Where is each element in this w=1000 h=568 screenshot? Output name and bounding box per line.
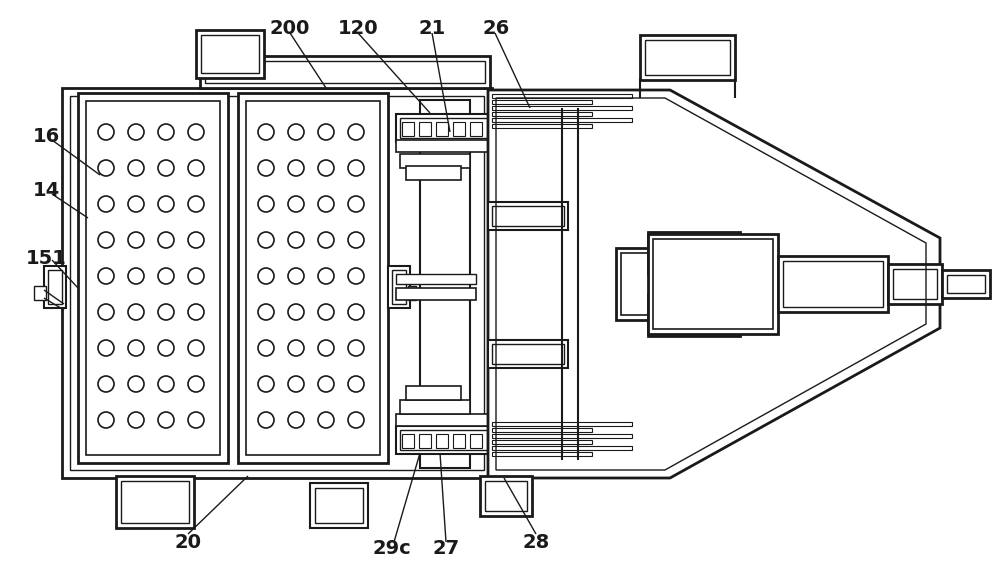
Text: 16: 16 [32,127,60,145]
Bar [648,232,740,274]
Bar [470,122,482,136]
Bar [436,434,448,448]
Bar [402,434,414,448]
Bar [492,118,632,122]
Bar [487,122,499,136]
Bar [616,248,746,320]
Bar [492,452,592,456]
Bar [492,100,592,104]
Bar [492,344,564,364]
Bar [419,122,431,136]
Bar [888,264,942,304]
Bar [538,122,550,136]
Bar [485,481,527,511]
Bar [396,140,496,152]
Bar [648,234,778,334]
Bar [396,414,496,426]
Bar [201,35,259,73]
Text: 21: 21 [418,19,446,37]
Text: 26: 26 [482,19,510,37]
Bar [504,122,516,136]
Bar [70,96,484,470]
Bar [648,294,740,336]
Text: 29c: 29c [373,538,411,558]
Bar [396,274,476,284]
Bar [196,30,264,78]
Bar [778,256,888,312]
Bar [78,93,228,463]
Bar [645,40,730,75]
Bar [453,122,465,136]
Bar [246,101,380,455]
Bar [492,124,592,128]
Bar [653,239,773,329]
Bar [942,270,990,298]
Bar [538,434,550,448]
Text: 200: 200 [270,19,310,37]
Bar [238,93,388,463]
Bar [392,270,406,304]
Bar [521,434,533,448]
Bar [406,386,461,400]
Bar [492,94,632,98]
Bar [62,88,492,478]
Bar [121,481,189,523]
Bar [488,340,568,368]
Text: 120: 120 [338,19,378,37]
Bar [402,122,414,136]
Bar [406,166,461,180]
Bar [86,101,220,455]
Bar [488,202,568,230]
Text: 28: 28 [522,533,550,552]
Polygon shape [488,90,940,478]
Bar [492,434,632,438]
Bar [492,440,592,444]
Bar [396,114,564,142]
Text: 27: 27 [432,538,460,558]
Bar [408,286,416,300]
Bar [48,270,62,304]
Bar [492,428,592,432]
Bar [315,488,363,523]
Bar [400,118,560,138]
Bar [116,476,194,528]
Bar [492,112,592,116]
Bar [420,100,470,468]
Bar [480,476,532,516]
Bar [400,400,470,414]
Bar [893,269,937,299]
Bar [419,434,431,448]
Bar [640,35,735,80]
Bar [504,434,516,448]
Bar [783,261,883,307]
Text: 151: 151 [26,249,66,268]
Bar [487,434,499,448]
Bar [388,266,410,308]
Bar [492,106,632,110]
Bar [34,286,46,300]
Bar [492,206,564,226]
Bar [453,434,465,448]
Bar [205,61,485,83]
Bar [400,430,560,450]
Bar [396,288,476,300]
Text: 14: 14 [32,181,60,199]
Bar [492,446,632,450]
Bar [521,122,533,136]
Bar [492,422,632,426]
Bar [947,275,985,293]
Bar [400,154,470,168]
Bar [470,434,482,448]
Bar [396,426,564,454]
Bar [436,122,448,136]
Text: 20: 20 [175,533,202,552]
Bar [621,253,741,315]
Bar [200,56,490,88]
Bar [310,483,368,528]
Bar [44,266,66,308]
